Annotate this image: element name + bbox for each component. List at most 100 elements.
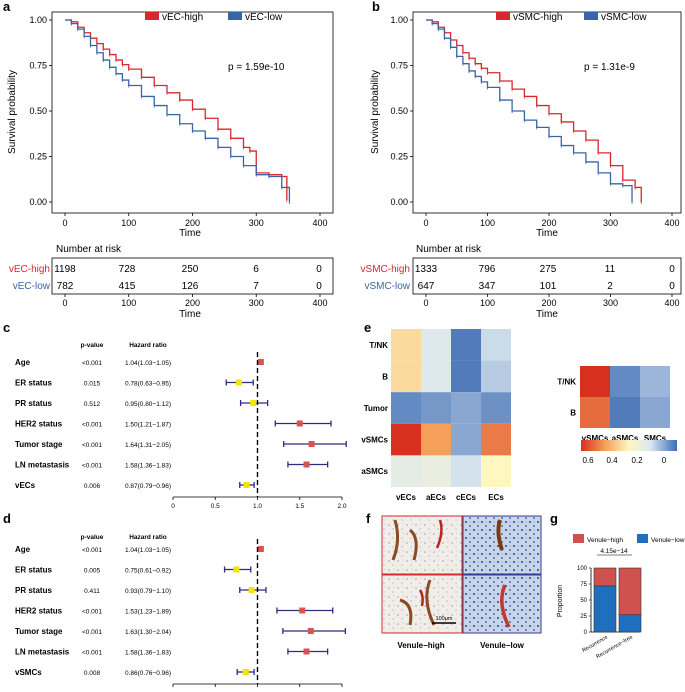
forest-p-value: 0.411 xyxy=(84,588,100,595)
heatmap-cell xyxy=(451,329,481,361)
panel-b-p-value: p = 1.31e-9 xyxy=(584,62,635,73)
heatmap-row-label: aSMCs xyxy=(361,467,388,476)
heatmap-legend-tick: 0.4 xyxy=(606,456,618,465)
forest-p-value: <0.001 xyxy=(82,629,102,636)
forest-point xyxy=(248,587,255,593)
risk-x-tick-label: 400 xyxy=(312,298,327,308)
forest-row-label: HER2 status xyxy=(15,420,63,429)
heatmap-cell xyxy=(640,366,670,397)
panel-d-letter: d xyxy=(3,511,11,526)
vessel-stain xyxy=(418,519,443,607)
y-tick-label: 0.50 xyxy=(29,106,47,116)
histology-label-low: Venule−low xyxy=(480,641,525,650)
risk-cell: 0 xyxy=(669,264,675,275)
heatmap-cell xyxy=(421,423,451,456)
forest-point xyxy=(243,482,250,488)
legend-vsmc-high-swatch xyxy=(496,12,510,20)
vessel-stain xyxy=(496,519,504,551)
heatmap-cell xyxy=(481,392,511,424)
forest-hazard-ratio: 0.87(0.79−0.96) xyxy=(125,483,171,490)
panel-c-header-p: p-value xyxy=(81,342,104,349)
forest-point xyxy=(235,379,242,386)
panel-a-risk-values: 1198 728 250 6 0 782 415 126 7 0 xyxy=(54,264,322,292)
panel-a-km-plot: 0.00 0.25 0.50 0.75 1.00 0 100 200 300 400 xyxy=(29,15,327,228)
y-tick-label: 0.00 xyxy=(29,197,47,207)
forest-row-label: Age xyxy=(15,545,31,554)
heatmap-cell xyxy=(580,397,610,428)
forest-row-label: HER2 status xyxy=(15,607,63,616)
y-tick-label: 0.50 xyxy=(390,106,408,116)
forest-p-value: <0.001 xyxy=(82,547,102,554)
forest-row-label: ER status xyxy=(15,566,52,575)
heatmap-row-label: Tumor xyxy=(364,404,388,413)
forest-p-value: 0.005 xyxy=(84,568,101,575)
risk-cell: 347 xyxy=(479,281,496,292)
heatmap-cell xyxy=(421,392,451,424)
g-y-tick-label: 75 xyxy=(580,582,587,588)
heatmap-cell xyxy=(610,366,640,397)
forest-x-tick-label: 0.5 xyxy=(211,503,220,510)
risk-label-vec-low: vEC-low xyxy=(13,281,51,292)
risk-cell: 796 xyxy=(479,264,496,275)
panel-g: g Venule−high Venule−low Proportion 4.15… xyxy=(550,511,685,660)
panel-b-risk-title: Number at risk xyxy=(416,244,482,255)
scale-bar-label: 100μm xyxy=(436,616,453,622)
legend-venule-high-swatch xyxy=(573,534,584,543)
vessel-stain xyxy=(500,584,511,628)
risk-label-vec-high: vEC-high xyxy=(9,264,50,275)
km-curve-vec-low xyxy=(65,19,291,202)
forest-p-value: <0.001 xyxy=(82,422,102,429)
heatmap-row-label: B xyxy=(570,409,576,418)
panel-a-xlabel: Time xyxy=(179,228,201,239)
forest-p-value: 0.008 xyxy=(84,670,101,677)
risk-cell: 415 xyxy=(119,281,136,292)
panel-b-risk-xlabel: Time xyxy=(536,309,558,320)
forest-p-value: 0.006 xyxy=(84,483,101,490)
forest-hazard-ratio: 1.58(1.36−1.83) xyxy=(125,463,171,470)
stacked-bar-segment xyxy=(618,567,642,616)
risk-cell: 0 xyxy=(669,281,675,292)
heatmap-cell xyxy=(580,366,610,397)
heatmap-cell xyxy=(451,392,481,424)
heatmap-cell xyxy=(451,455,481,487)
stacked-bar-segment xyxy=(618,614,642,633)
histology-venule-high: 100μm xyxy=(381,515,463,634)
forest-p-value: <0.001 xyxy=(82,360,102,367)
heatmap-col-label: aECs xyxy=(426,493,447,502)
x-tick-label: 100 xyxy=(480,218,495,228)
km-curve-vec-high xyxy=(65,19,288,201)
risk-cell: 101 xyxy=(540,281,557,292)
forest-point xyxy=(233,566,240,573)
forest-x-tick-label: 2.0 xyxy=(337,503,346,510)
histology-image-tile xyxy=(381,515,463,575)
forest-point xyxy=(296,420,303,427)
risk-cell: 7 xyxy=(253,281,259,292)
forest-hazard-ratio: 1.04(1.03−1.05) xyxy=(125,360,171,367)
panel-g-letter: g xyxy=(550,511,558,526)
risk-cell: 1333 xyxy=(415,264,438,275)
heatmap-cell xyxy=(451,423,481,456)
y-tick-label: 0.75 xyxy=(29,61,47,71)
forest-p-value: <0.001 xyxy=(82,463,102,470)
legend-vec-low-swatch xyxy=(228,12,242,20)
risk-cell: 6 xyxy=(253,264,259,275)
risk-label-vsmc-low: vSMC-low xyxy=(364,281,410,292)
histology-image-tile xyxy=(462,574,542,634)
x-tick-label: 300 xyxy=(249,218,264,228)
forest-hazard-ratio: 0.86(0.76−0.96) xyxy=(125,670,171,677)
heatmap-col-label: cECs xyxy=(456,493,477,502)
forest-row-label: Tumor stage xyxy=(15,440,63,449)
forest-p-value: 0.015 xyxy=(84,381,101,388)
heatmap-col-label: SMCs xyxy=(644,434,667,443)
panel-b-km-plot: 0.00 0.25 0.50 0.75 1.00 0 100 200 300 400 xyxy=(390,15,679,228)
risk-cell: 728 xyxy=(119,264,136,275)
heatmap-cell xyxy=(391,360,421,393)
panel-b-risk-values: 1333 796 275 11 0 647 347 101 2 0 xyxy=(415,264,675,292)
forest-x-tick-label: 0 xyxy=(171,503,175,510)
forest-point xyxy=(303,648,310,655)
forest-row-label: vSMCs xyxy=(15,668,42,677)
heatmap-col-label: ECs xyxy=(488,493,504,502)
forest-p-value: <0.001 xyxy=(82,609,102,616)
